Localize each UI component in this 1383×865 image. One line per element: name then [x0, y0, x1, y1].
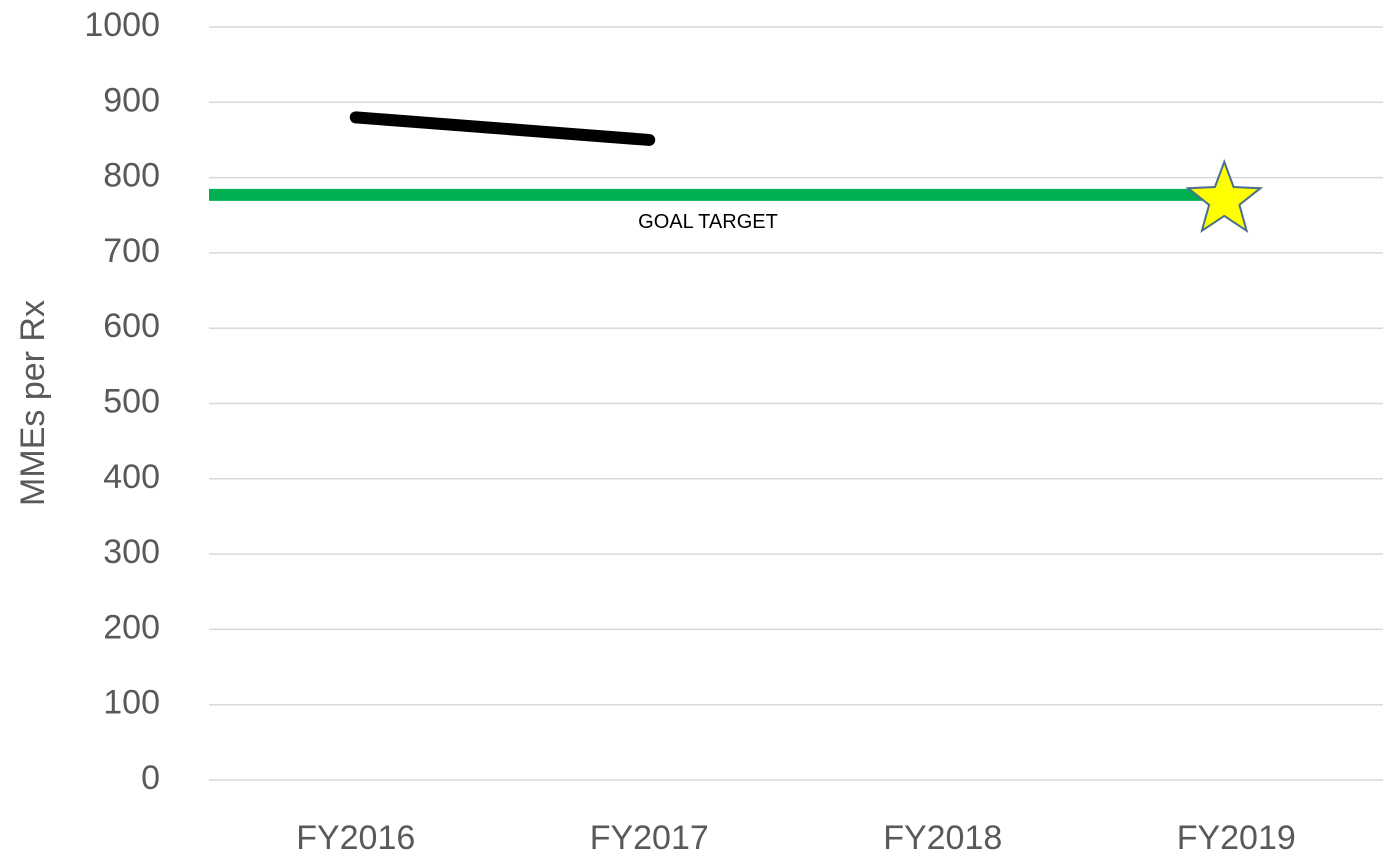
x-tick-label: FY2017	[590, 819, 709, 857]
y-tick-label: 0	[141, 759, 160, 797]
y-tick-label: 700	[103, 232, 160, 270]
y-tick-label: 1000	[84, 6, 160, 44]
y-tick-label: 100	[103, 684, 160, 722]
series-line	[349, 111, 656, 146]
goal-label: GOAL TARGET	[638, 211, 778, 233]
y-tick-label: 200	[103, 608, 160, 646]
x-tick-label: FY2019	[1177, 819, 1296, 857]
y-tick-label: 900	[103, 81, 160, 119]
y-tick-label: 400	[103, 458, 160, 496]
y-tick-label: 800	[103, 157, 160, 195]
y-tick-label: 500	[103, 382, 160, 420]
star-marker	[1185, 159, 1264, 234]
x-tick-label: FY2018	[883, 819, 1002, 857]
y-tick-label: 600	[103, 307, 160, 345]
x-tick-label: FY2016	[296, 819, 415, 857]
y-tick-label: 300	[103, 533, 160, 571]
y-axis-label: MMEs per Rx	[14, 300, 52, 506]
